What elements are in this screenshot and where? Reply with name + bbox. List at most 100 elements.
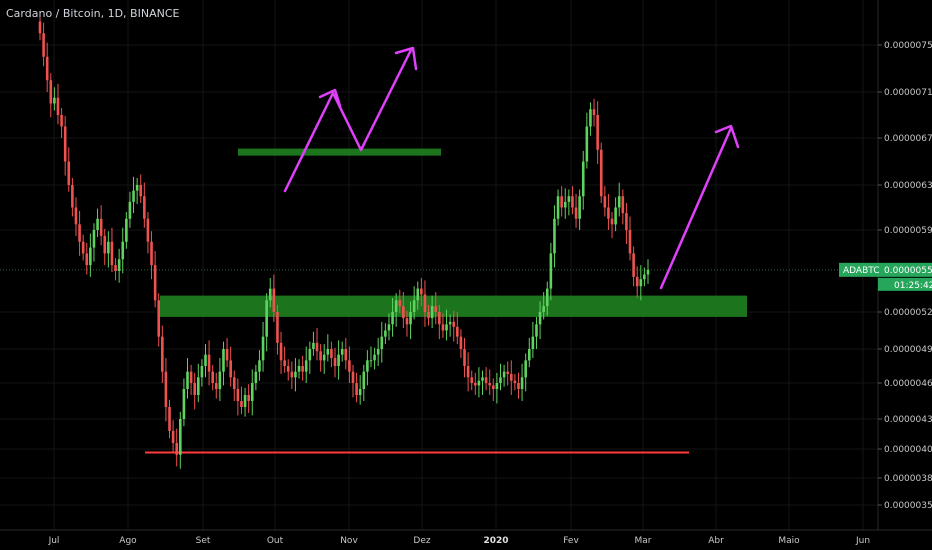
candle-body [63,126,67,162]
y-tick-label: 0.00000405 [884,445,932,455]
x-tick-label: Abr [708,536,724,546]
candle-body [330,349,333,359]
candle-body [402,306,405,319]
candle-body [49,80,53,104]
candle-body [301,366,304,372]
candle-body [513,380,517,383]
candle-body [254,371,258,383]
candle-body [567,196,571,202]
candle-body [114,265,117,271]
candle-body [196,377,200,395]
candle-body [89,247,92,266]
candle-body [502,371,506,378]
candle-body [481,377,484,381]
candle-body [423,294,427,312]
candle-body [499,377,502,383]
candle-body [452,321,456,327]
target-zone [238,148,441,156]
candle-body [146,218,150,242]
candle-body [78,224,81,242]
candle-body [596,115,599,150]
candle-body [272,288,276,312]
candle-body [459,336,463,349]
candle-body [362,371,366,389]
candle-body [96,218,99,230]
candle-body [524,360,527,378]
candle-body [384,330,387,337]
candle-body [373,354,376,361]
candle-body [308,349,312,361]
candle-body [333,358,337,366]
candle-body [405,318,409,325]
candle-body [581,161,585,197]
candle-body [258,360,261,372]
candle-body [261,336,265,361]
candle-body [340,349,344,355]
candle-body [171,431,175,443]
candle-body [225,349,229,361]
projection-zigzag-arrow [283,48,413,193]
candle-body [121,241,125,260]
candle-body [632,253,635,277]
candle-body [614,207,617,225]
candle-body [60,115,63,127]
candle-body [578,196,581,219]
projection-arrow-right [659,126,733,290]
candle-body [517,383,520,389]
candle-body [143,196,146,219]
x-tick-label: Maio [778,536,800,546]
chart-title: Cardano / Bitcoin, 1D, BINANCE [6,7,180,20]
candle-body [571,196,574,208]
candle-body [297,366,301,372]
candle-body [164,371,168,407]
y-tick-label: 0.00000358 [884,501,932,511]
candle-body [128,201,132,219]
candle-body [344,349,348,361]
candle-body [542,306,545,312]
candle-body [563,201,567,208]
candle-body [621,196,625,214]
candle-body [599,149,603,197]
candle-body [646,269,650,275]
candle-body [635,276,639,287]
x-tick-label: 2020 [483,536,508,546]
candle-body [38,21,42,34]
candle-body [236,389,240,401]
candle-body [214,383,218,389]
candle-body [189,371,193,383]
candle-body [387,324,391,331]
candle-body [560,196,563,208]
candle-body [535,324,538,337]
candle-body [448,321,452,325]
candle-body [351,371,355,383]
candle-body [466,366,470,378]
arrowhead-top [394,46,418,71]
candle-body [427,312,430,319]
candle-body [211,371,214,383]
candle-body [470,377,474,383]
candle-body [265,300,268,337]
candle-body [398,300,402,307]
candle-body [67,161,71,185]
candle-body [200,366,204,378]
candle-body [607,207,610,219]
candle-body [348,360,351,372]
candle-body [243,395,247,407]
price-tag-background [839,262,932,277]
candle-body [509,373,513,381]
candle-body [186,371,189,389]
candle-body [283,360,286,366]
candle-body [222,349,225,372]
candle-body [477,380,481,386]
candle-body [322,354,326,361]
candle-body [132,190,135,202]
candle-body [549,253,553,289]
candle-body [434,306,438,312]
